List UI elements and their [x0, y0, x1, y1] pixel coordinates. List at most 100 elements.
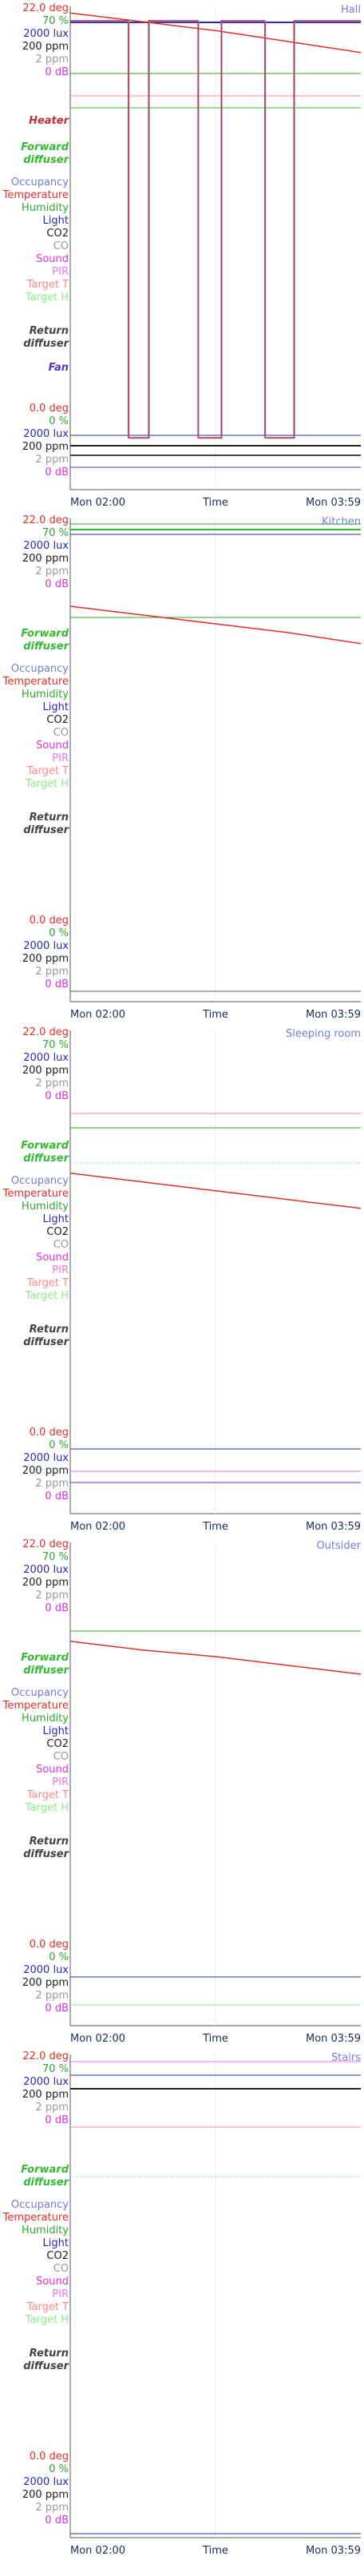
- heater-pulse-line: [70, 20, 361, 439]
- sensor-label: Humidity: [22, 1201, 69, 1213]
- y-top-label: 70 %: [42, 2063, 69, 2075]
- sensor-label: Target H: [25, 292, 69, 304]
- chart-panel-outsider: Outsider 22.0 deg 70 % 2000 lux 200 ppm 2 ppm…: [0, 1536, 364, 2048]
- sensor-label: Sound: [36, 1764, 69, 1776]
- sensor-label: Occupancy: [11, 177, 69, 189]
- y-bottom-label: 0 dB: [45, 978, 69, 990]
- forward-label: Forward: [21, 1652, 69, 1664]
- sensor-label: PIR: [52, 752, 69, 764]
- y-bottom-label: 0 %: [49, 1951, 69, 1963]
- sensor-label: Target T: [26, 1789, 69, 1801]
- y-top-label: 2 ppm: [35, 1078, 69, 1090]
- y-bottom-label: 0 dB: [45, 466, 69, 478]
- y-bottom-label: 2000 lux: [23, 940, 69, 952]
- x-tick-label: Mon 02:00: [70, 1009, 125, 1021]
- temperature-line: [69, 12, 362, 54]
- occupancy-line: [71, 21, 362, 439]
- y-bottom-label: 200 ppm: [22, 1465, 69, 1477]
- y-bottom-label: 0.0 deg: [30, 2451, 69, 2463]
- y-top-label: 2 ppm: [35, 566, 69, 578]
- forward-label: diffuser: [23, 1153, 69, 1165]
- sensor-label: CO: [53, 2263, 69, 2275]
- fan-label: Fan: [49, 362, 69, 374]
- y-bottom-label: 0 %: [49, 927, 69, 939]
- y-top-label: 22.0 deg: [22, 2050, 69, 2062]
- forward-label: Forward: [21, 1140, 69, 1152]
- y-top-label: 200 ppm: [22, 1577, 69, 1589]
- y-top-label: 2 ppm: [35, 2102, 69, 2114]
- x-tick-label: Mon 02:00: [70, 2033, 125, 2045]
- temperature-line: [69, 1641, 362, 1675]
- sensor-label: CO2: [46, 1226, 69, 1238]
- sensor-label: Occupancy: [11, 1687, 69, 1699]
- sensor-label: Occupancy: [11, 2199, 69, 2211]
- sensor-label: CO2: [46, 2250, 69, 2262]
- forward-label: Forward: [21, 628, 69, 640]
- y-bottom-label: 2 ppm: [35, 2502, 69, 2514]
- sensor-label: Sound: [36, 253, 69, 265]
- sensor-label: CO: [53, 727, 69, 739]
- x-axis-label: Time: [202, 2033, 228, 2045]
- y-top-label: 70 %: [42, 527, 69, 539]
- y-bottom-label: 0 %: [49, 415, 69, 427]
- return-label: diffuser: [23, 824, 69, 836]
- y-bottom-label: 0 dB: [45, 1490, 69, 1502]
- return-label: Return: [30, 325, 69, 337]
- return-label: diffuser: [23, 338, 69, 350]
- y-top-label: 2 ppm: [35, 54, 69, 65]
- sensor-label: CO2: [46, 228, 69, 240]
- temperature-line: [69, 1173, 362, 1209]
- y-top-label: 0 dB: [45, 66, 69, 78]
- sensor-label: Temperature: [2, 189, 69, 201]
- y-bottom-label: 2 ppm: [35, 1478, 69, 1490]
- x-axis-label: Time: [202, 1009, 228, 1021]
- y-top-label: 2 ppm: [35, 1590, 69, 1602]
- y-top-label: 2000 lux: [23, 28, 69, 40]
- y-bottom-label: 2 ppm: [35, 966, 69, 978]
- forward-label: Forward: [21, 141, 69, 153]
- y-bottom-label: 2000 lux: [23, 428, 69, 440]
- sensor-label: CO2: [46, 714, 69, 726]
- temperature-line: [69, 605, 362, 645]
- x-tick-label: Mon 03:59: [306, 1009, 361, 1021]
- y-bottom-label: 0.0 deg: [30, 1939, 69, 1951]
- sensor-label: Temperature: [2, 1188, 69, 1200]
- y-top-label: 200 ppm: [22, 41, 69, 53]
- chart-title: Hall: [341, 4, 361, 16]
- y-top-label: 2000 lux: [23, 1564, 69, 1576]
- sensor-label: CO2: [46, 1738, 69, 1750]
- y-bottom-label: 200 ppm: [22, 441, 69, 453]
- heater-label: Heater: [29, 115, 70, 127]
- sensor-label: Target T: [26, 279, 69, 291]
- return-label: Return: [30, 812, 69, 824]
- chart-panel-stairs: Stairs 22.0 deg 70 % 2000 lux 200 ppm 2 ppm 0 …: [0, 2048, 364, 2560]
- x-axis-label: Time: [202, 1521, 228, 1533]
- forward-label: diffuser: [23, 2177, 69, 2189]
- y-bottom-label: 2000 lux: [23, 2476, 69, 2488]
- y-top-label: 2000 lux: [23, 1052, 69, 1064]
- y-bottom-label: 200 ppm: [22, 953, 69, 965]
- sensor-label: Target H: [25, 778, 69, 790]
- sensor-label: Light: [43, 701, 69, 713]
- y-top-label: 2000 lux: [23, 540, 69, 552]
- return-label: Return: [30, 1324, 69, 1336]
- y-bottom-label: 2000 lux: [23, 1452, 69, 1464]
- sensor-label: Light: [43, 215, 69, 227]
- forward-label: diffuser: [23, 1665, 69, 1677]
- sensor-label: PIR: [52, 266, 69, 278]
- sensor-label: Target H: [25, 2314, 69, 2326]
- sensor-label: Occupancy: [11, 1175, 69, 1187]
- x-tick-label: Mon 02:00: [70, 1521, 125, 1533]
- sensor-label: Temperature: [2, 2212, 69, 2224]
- y-bottom-label: 200 ppm: [22, 1977, 69, 1989]
- y-bottom-label: 2 ppm: [35, 454, 69, 466]
- sensor-label: Sound: [36, 2276, 69, 2288]
- sensor-label: Humidity: [22, 202, 69, 214]
- sensor-label: CO: [53, 240, 69, 252]
- y-top-label: 70 %: [42, 1039, 69, 1051]
- y-bottom-label: 0 %: [49, 2463, 69, 2475]
- sensor-label: Humidity: [22, 2225, 69, 2237]
- sensor-label: Target T: [26, 1277, 69, 1289]
